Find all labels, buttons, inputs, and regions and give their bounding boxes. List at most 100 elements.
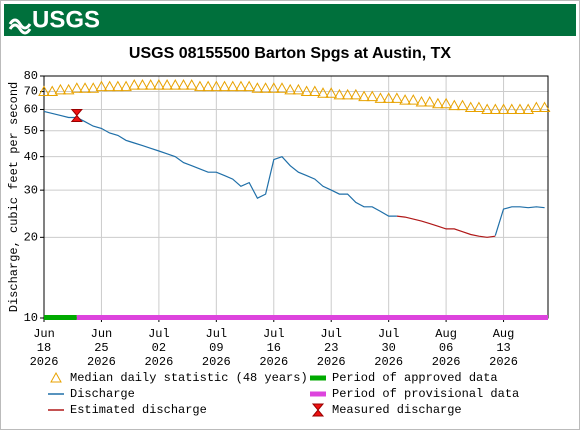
- median-marker: [538, 101, 551, 113]
- median-marker: [399, 94, 411, 105]
- median-marker: [530, 101, 543, 113]
- y-tick-label: 10: [24, 311, 38, 325]
- legend-label: Discharge: [70, 387, 135, 401]
- median-marker: [391, 92, 403, 103]
- y-tick-label: 80: [24, 69, 38, 83]
- median-marker: [62, 83, 75, 95]
- median-marker: [243, 80, 256, 92]
- median-marker: [95, 80, 108, 92]
- median-marker: [251, 82, 264, 93]
- y-tick-label: 60: [24, 103, 38, 117]
- legend-item: Period of provisional data: [310, 387, 519, 401]
- median-marker: [341, 88, 354, 100]
- y-tick-label: 40: [24, 150, 38, 164]
- median-marker: [267, 82, 280, 93]
- median-marker: [366, 90, 379, 102]
- median-marker: [473, 101, 485, 113]
- x-tick-label: Jul 23 2026: [317, 327, 346, 369]
- legend-label: Estimated discharge: [70, 403, 207, 417]
- median-marker: [456, 99, 469, 111]
- median-marker: [497, 103, 510, 114]
- median-marker: [54, 83, 67, 95]
- median-marker: [153, 79, 165, 90]
- chart-title: USGS 08155500 Barton Spgs at Austin, TX: [129, 45, 452, 62]
- measurement-marker: [70, 108, 83, 122]
- median-marker: [50, 371, 62, 383]
- legend-swatch: [310, 375, 326, 381]
- y-tick-label: 20: [24, 231, 38, 245]
- median-marker: [489, 103, 502, 114]
- median-marker: [259, 82, 272, 93]
- x-tick-label: Aug 06 2026: [432, 327, 461, 369]
- median-marker: [505, 103, 518, 114]
- x-tick-label: Jul 16 2026: [259, 327, 288, 369]
- median-marker: [464, 101, 477, 113]
- median-marker: [432, 97, 444, 109]
- y-axis-label: Discharge, cubic feet per second: [7, 82, 21, 312]
- legend-label: Median daily statistic (48 years): [70, 371, 308, 385]
- median-marker: [103, 80, 116, 92]
- median-marker: [185, 79, 198, 90]
- median-marker: [144, 79, 157, 90]
- legend-item: Measured discharge: [311, 403, 462, 417]
- logo-waves: [8, 18, 32, 35]
- x-tick-label: Jun 25 2026: [87, 327, 116, 369]
- median-marker: [325, 87, 338, 98]
- y-tick-label: 70: [24, 85, 38, 99]
- median-marker: [415, 95, 428, 107]
- median-marker: [284, 83, 297, 95]
- median-marker: [79, 82, 91, 93]
- median-marker: [112, 80, 124, 92]
- x-tick-label: Jun 18 2026: [30, 327, 59, 369]
- median-marker: [407, 94, 420, 105]
- legend-label: Period of provisional data: [332, 387, 519, 401]
- median-marker: [448, 99, 461, 111]
- x-tick-label: Jul 09 2026: [202, 327, 231, 369]
- legend-item: Discharge: [48, 387, 135, 401]
- median-marker: [87, 82, 100, 93]
- legend-item: Period of approved data: [310, 371, 498, 385]
- legend-label: Period of approved data: [332, 371, 498, 385]
- median-marker: [177, 79, 190, 90]
- legend-item: Estimated discharge: [48, 403, 207, 417]
- y-tick-label: 50: [24, 124, 38, 138]
- period-bar: [76, 315, 549, 320]
- legend-label: Measured discharge: [332, 403, 462, 417]
- x-tick-label: Jul 02 2026: [144, 327, 173, 369]
- median-marker: [358, 90, 370, 102]
- legend-swatch: [310, 391, 326, 397]
- median-marker: [300, 85, 313, 97]
- median-marker: [194, 80, 206, 92]
- median-marker: [169, 79, 182, 90]
- median-marker: [522, 103, 535, 114]
- median-marker: [423, 95, 436, 107]
- median-marker: [514, 103, 526, 114]
- median-marker: [226, 80, 239, 92]
- y-tick-label: 30: [24, 183, 38, 197]
- period-bar: [44, 315, 77, 320]
- median-marker: [440, 97, 452, 109]
- measurement-marker: [311, 403, 325, 417]
- median-marker: [382, 92, 395, 103]
- x-tick-label: Aug 13 2026: [489, 327, 518, 369]
- median-marker: [276, 82, 288, 93]
- median-marker: [120, 80, 132, 92]
- median-marker: [161, 79, 173, 90]
- median-marker: [317, 87, 329, 98]
- median-marker: [235, 80, 247, 92]
- logo-text: USGS: [32, 6, 100, 33]
- median-marker: [481, 103, 493, 114]
- median-marker: [128, 79, 141, 90]
- median-marker: [374, 92, 387, 103]
- median-marker: [349, 88, 362, 100]
- median-marker: [202, 80, 214, 92]
- median-marker: [218, 80, 231, 92]
- banner: [4, 4, 576, 36]
- median-marker: [210, 80, 223, 92]
- median-marker: [333, 88, 346, 100]
- median-marker: [70, 82, 83, 93]
- median-marker: [38, 85, 50, 97]
- median-marker: [292, 83, 305, 95]
